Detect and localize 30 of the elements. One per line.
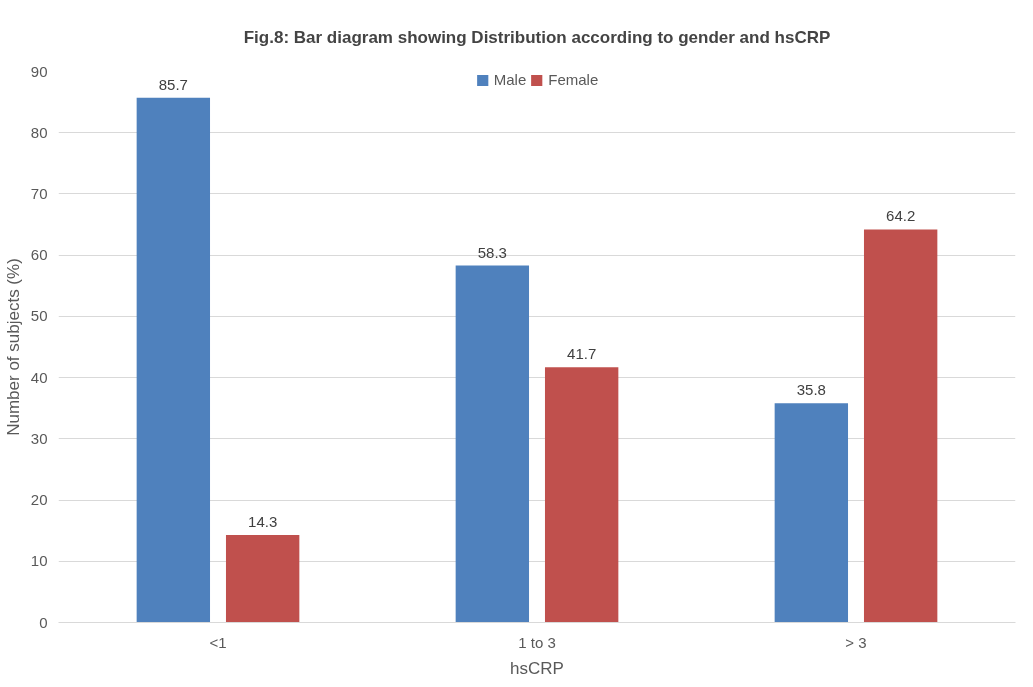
bar	[136, 97, 211, 623]
data-label: 58.3	[477, 243, 507, 261]
y-axis-title: Number of subjects (%)	[3, 258, 23, 436]
y-tick-label: 40	[30, 368, 48, 386]
data-label: 85.7	[158, 75, 188, 93]
x-tick-label: <1	[209, 633, 227, 651]
legend-label: Male	[493, 71, 527, 88]
y-tick-label: 70	[30, 184, 48, 202]
y-tick-label: 30	[30, 429, 48, 447]
x-axis-title: hsCRP	[510, 658, 564, 678]
data-label: 14.3	[248, 512, 278, 530]
data-label: 35.8	[796, 381, 826, 399]
y-tick-label: 60	[30, 246, 48, 264]
bar	[774, 403, 849, 623]
data-label: 64.2	[886, 207, 916, 225]
y-tick-label: 20	[30, 491, 48, 509]
bar	[863, 229, 938, 623]
chart-title: Fig.8: Bar diagram showing Distribution according to gender and hsCRP	[243, 27, 831, 47]
y-tick-label: 50	[30, 307, 48, 325]
x-tick-label: > 3	[845, 633, 867, 651]
legend-label: Female	[548, 71, 599, 88]
y-tick-label: 80	[30, 123, 48, 141]
y-tick-label: 90	[30, 62, 48, 80]
bar	[544, 367, 619, 623]
x-tick-label: 1 to 3	[518, 633, 556, 651]
data-label: 41.7	[567, 345, 597, 363]
bar	[455, 265, 530, 623]
y-tick-label: 0	[39, 613, 48, 631]
bar	[225, 534, 300, 623]
y-tick-label: 10	[30, 552, 48, 570]
